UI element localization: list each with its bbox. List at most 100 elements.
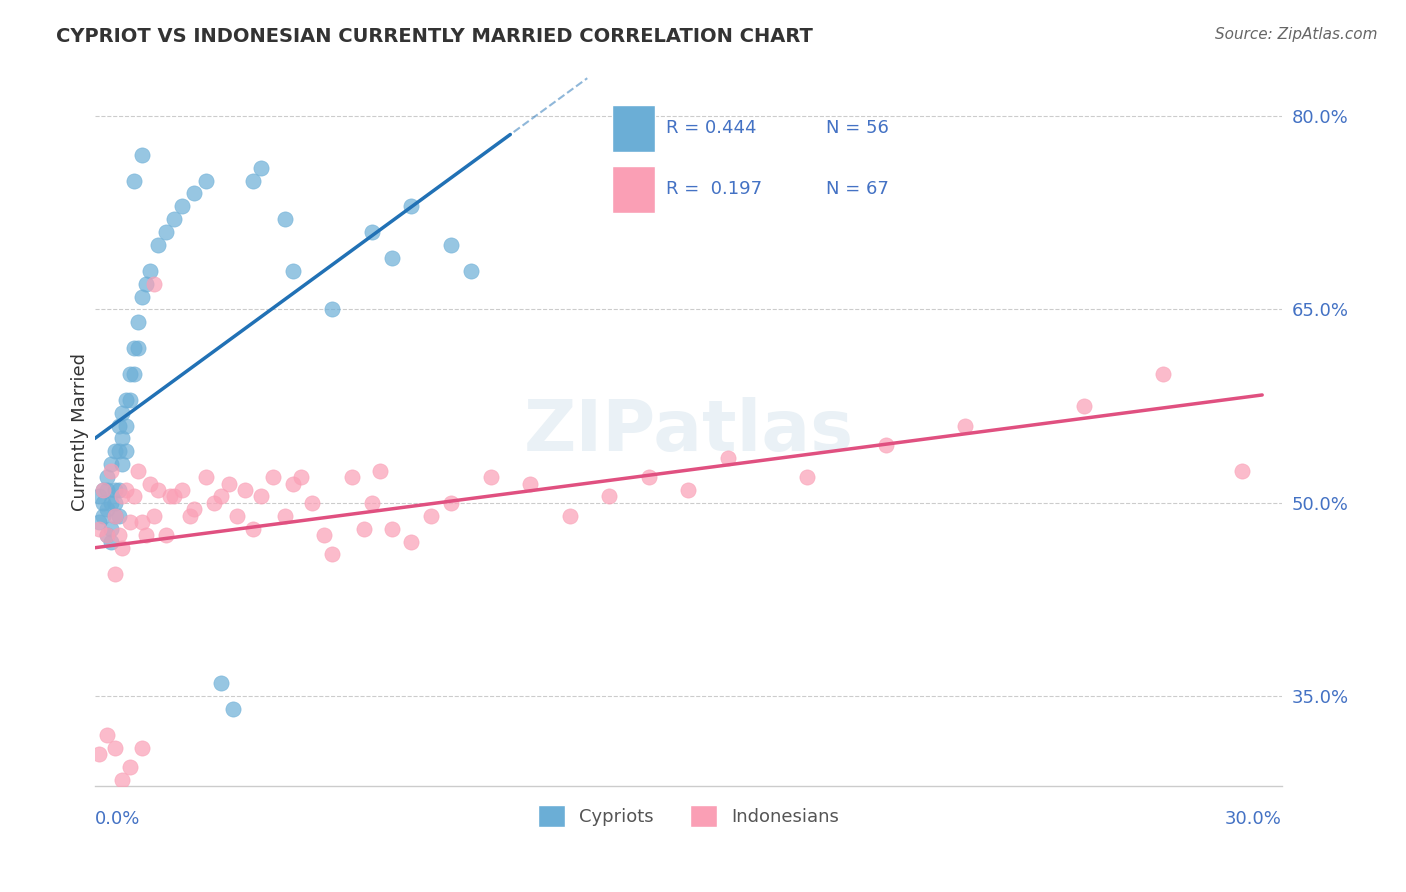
Point <box>155 225 177 239</box>
Point <box>479 470 502 484</box>
Point <box>100 496 122 510</box>
Point <box>103 483 125 497</box>
Point <box>87 515 110 529</box>
Point <box>875 438 897 452</box>
Point <box>103 444 125 458</box>
Point <box>131 740 153 755</box>
Point <box>120 760 142 774</box>
Text: ZIPatlas: ZIPatlas <box>523 398 853 467</box>
Point <box>103 496 125 510</box>
Point <box>111 406 134 420</box>
Point <box>262 470 284 484</box>
Point <box>209 490 232 504</box>
Point <box>163 490 186 504</box>
Point <box>360 496 382 510</box>
Point <box>440 238 463 252</box>
Point <box>91 496 114 510</box>
Point <box>250 490 273 504</box>
Point <box>368 464 391 478</box>
Point <box>519 476 541 491</box>
Point <box>381 522 404 536</box>
Point <box>115 418 138 433</box>
Point <box>120 367 142 381</box>
Point <box>131 148 153 162</box>
Point <box>222 702 245 716</box>
Point <box>290 470 312 484</box>
Point <box>170 483 193 497</box>
Point <box>120 515 142 529</box>
Text: Source: ZipAtlas.com: Source: ZipAtlas.com <box>1215 27 1378 42</box>
Point <box>111 457 134 471</box>
Point <box>87 490 110 504</box>
Point <box>301 496 323 510</box>
Text: 0.0%: 0.0% <box>94 810 141 828</box>
Point <box>111 490 134 504</box>
Point <box>637 470 659 484</box>
Point <box>194 173 217 187</box>
Point <box>96 483 118 497</box>
Point <box>281 264 304 278</box>
Point <box>1073 399 1095 413</box>
Point <box>717 450 740 465</box>
Point <box>127 341 149 355</box>
Point <box>115 483 138 497</box>
Point <box>107 528 129 542</box>
Point <box>281 476 304 491</box>
Point <box>107 483 129 497</box>
Point <box>124 367 146 381</box>
Point <box>183 186 205 201</box>
Point <box>242 173 264 187</box>
Point <box>360 225 382 239</box>
Point <box>111 772 134 787</box>
Point <box>127 315 149 329</box>
Point <box>124 173 146 187</box>
Point <box>401 534 423 549</box>
Point <box>143 277 166 291</box>
Point <box>111 431 134 445</box>
Point <box>115 444 138 458</box>
Point <box>242 522 264 536</box>
Point <box>103 566 125 581</box>
Point <box>96 502 118 516</box>
Point <box>111 541 134 555</box>
Point <box>598 490 620 504</box>
Point <box>678 483 700 497</box>
Point <box>135 528 157 542</box>
Point <box>120 392 142 407</box>
Text: 30.0%: 30.0% <box>1225 810 1282 828</box>
Point <box>107 418 129 433</box>
Point <box>1152 367 1174 381</box>
Point <box>107 444 129 458</box>
Point <box>96 470 118 484</box>
Point <box>170 199 193 213</box>
Point <box>146 483 169 497</box>
Point <box>127 464 149 478</box>
Point <box>87 522 110 536</box>
Point <box>143 508 166 523</box>
Point <box>96 528 118 542</box>
Point <box>440 496 463 510</box>
Y-axis label: Currently Married: Currently Married <box>72 353 89 511</box>
Text: CYPRIOT VS INDONESIAN CURRENTLY MARRIED CORRELATION CHART: CYPRIOT VS INDONESIAN CURRENTLY MARRIED … <box>56 27 813 45</box>
Point <box>218 476 240 491</box>
Point <box>103 740 125 755</box>
Point <box>955 418 977 433</box>
Point <box>131 515 153 529</box>
Point <box>103 508 125 523</box>
Point <box>209 676 232 690</box>
Point <box>250 161 273 175</box>
Point <box>194 470 217 484</box>
Point <box>107 508 129 523</box>
Point <box>100 534 122 549</box>
Point <box>96 528 118 542</box>
Point <box>183 502 205 516</box>
Point <box>163 212 186 227</box>
Point <box>139 264 162 278</box>
Point <box>796 470 818 484</box>
Point <box>321 302 343 317</box>
Point <box>135 277 157 291</box>
Point <box>353 522 375 536</box>
Point <box>100 464 122 478</box>
Point <box>233 483 256 497</box>
Point <box>159 490 181 504</box>
